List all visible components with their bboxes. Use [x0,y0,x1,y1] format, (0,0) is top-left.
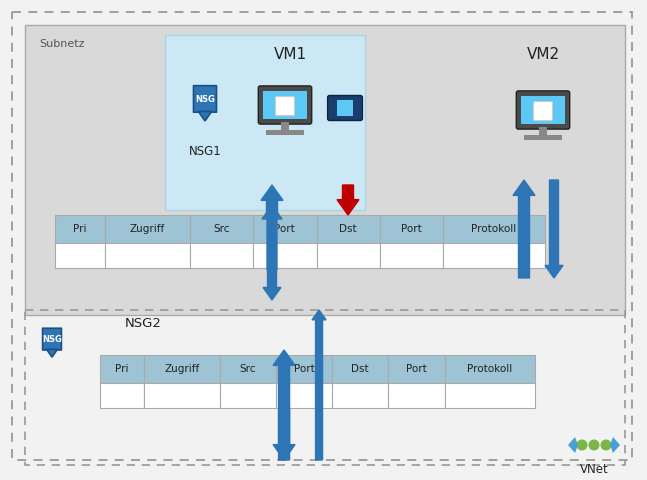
Bar [100,383,144,408]
Circle shape [589,440,600,451]
Bar [25,25,625,315]
Polygon shape [610,437,620,453]
Polygon shape [261,185,283,215]
Text: NSG: NSG [42,336,62,345]
Text: NSG: NSG [195,96,215,105]
Bar [105,215,190,243]
FancyBboxPatch shape [516,91,570,129]
FancyBboxPatch shape [258,86,312,124]
Polygon shape [337,185,359,215]
Bar [165,35,365,210]
FancyBboxPatch shape [534,102,553,120]
FancyBboxPatch shape [43,328,61,350]
Text: Port: Port [294,364,314,374]
Text: Pri: Pri [73,224,87,234]
Bar [443,243,545,268]
Polygon shape [312,310,326,460]
Bar [105,243,190,268]
Polygon shape [199,111,212,121]
Bar [380,243,443,268]
Polygon shape [262,205,282,270]
Bar [253,243,316,268]
Text: Port: Port [274,224,295,234]
Bar [316,215,380,243]
Text: Subnetz: Subnetz [39,39,85,49]
Bar [444,383,535,408]
Bar [276,383,332,408]
Polygon shape [273,350,295,460]
Bar [337,100,353,116]
Bar [190,215,253,243]
Bar [220,355,276,383]
Bar [524,135,562,140]
Bar [55,243,105,268]
Bar [253,215,316,243]
Text: Src: Src [239,364,256,374]
Bar [276,355,332,383]
Polygon shape [513,180,535,278]
Bar [100,355,144,383]
FancyBboxPatch shape [193,85,217,112]
Text: VM1: VM1 [274,47,307,62]
FancyBboxPatch shape [327,96,362,120]
Polygon shape [545,180,563,278]
Bar [380,215,443,243]
Bar [316,243,380,268]
Text: Port: Port [401,224,422,234]
Polygon shape [273,410,295,460]
Bar [263,91,307,119]
Text: VM2: VM2 [527,47,560,62]
Bar [388,383,444,408]
Text: Dst: Dst [340,224,357,234]
Bar [332,355,388,383]
Polygon shape [47,349,58,357]
Text: Zugriff: Zugriff [129,224,165,234]
Bar [144,383,220,408]
Bar [55,215,105,243]
Text: Protokoll: Protokoll [467,364,512,374]
Bar [144,355,220,383]
Bar [281,122,289,130]
Bar [388,355,444,383]
Bar [332,383,388,408]
Circle shape [576,440,587,451]
Bar [444,355,535,383]
Text: NSG2: NSG2 [125,317,162,330]
Text: Protokoll: Protokoll [472,224,517,234]
Bar [266,130,304,135]
Bar [25,310,625,465]
Bar [443,215,545,243]
Text: VNet: VNet [580,463,608,476]
Text: Port: Port [406,364,427,374]
Text: Pri: Pri [115,364,129,374]
FancyBboxPatch shape [276,96,294,116]
Bar [220,383,276,408]
Bar [539,127,547,135]
Bar [521,96,565,124]
Text: Zugriff: Zugriff [164,364,199,374]
Text: NSG1: NSG1 [189,145,221,158]
Circle shape [600,440,611,451]
Bar [190,243,253,268]
Polygon shape [263,270,281,300]
Text: Dst: Dst [351,364,369,374]
Polygon shape [568,437,578,453]
Text: Src: Src [214,224,230,234]
